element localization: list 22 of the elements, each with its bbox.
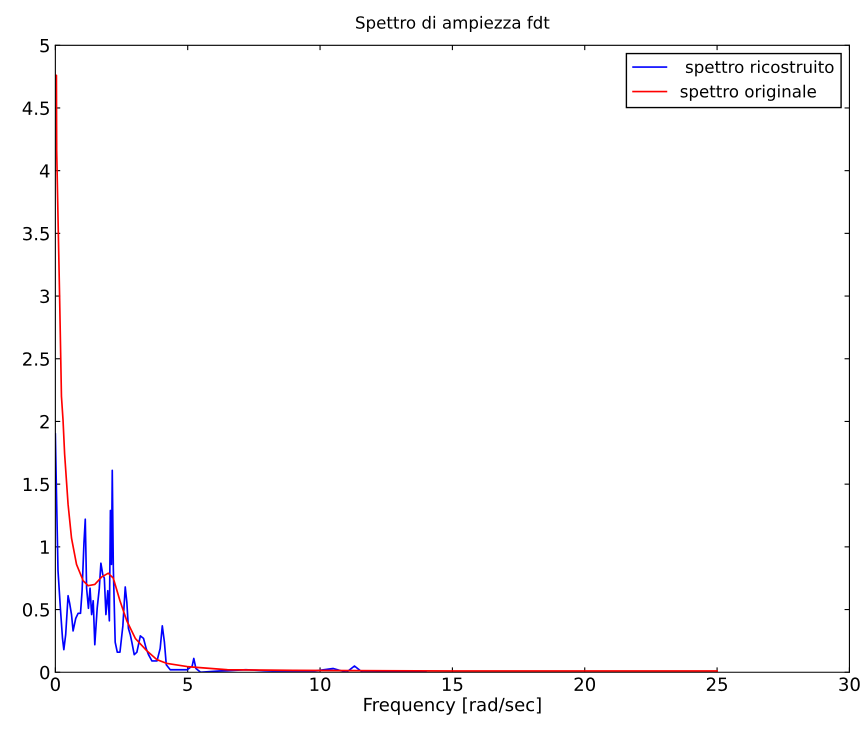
y-tick-label: 3.5 (23, 226, 49, 240)
y-tick-label: 1 (40, 540, 49, 554)
y-tick-label: 2 (40, 414, 49, 428)
y-tick-label: 5 (40, 38, 49, 52)
x-tick-label: 25 (706, 677, 727, 692)
x-tick-label: 0 (50, 677, 60, 692)
y-tick-label: 1.5 (24, 478, 49, 492)
legend-label: spettro ricostruito (686, 60, 834, 76)
x-tick-label: 15 (442, 678, 462, 692)
x-tick-label: 10 (310, 677, 330, 692)
x-tick-label: 30 (839, 677, 860, 692)
y-tick-label: 3 (40, 290, 50, 304)
y-tick-label: 4.5 (22, 102, 49, 116)
x-axis-title: Frequency [rad/sec] (364, 697, 541, 715)
y-tick-label: 0 (40, 666, 50, 680)
x-tick-label: 5 (183, 678, 192, 692)
legend-label: spettro originale (680, 84, 816, 101)
chart-title: Spettro di ampiezza fdt (356, 16, 550, 32)
y-tick-label: 2.5 (23, 352, 49, 366)
y-tick-label: 0.5 (22, 603, 49, 617)
x-tick-label: 20 (574, 677, 596, 692)
y-tick-label: 4 (40, 164, 50, 178)
